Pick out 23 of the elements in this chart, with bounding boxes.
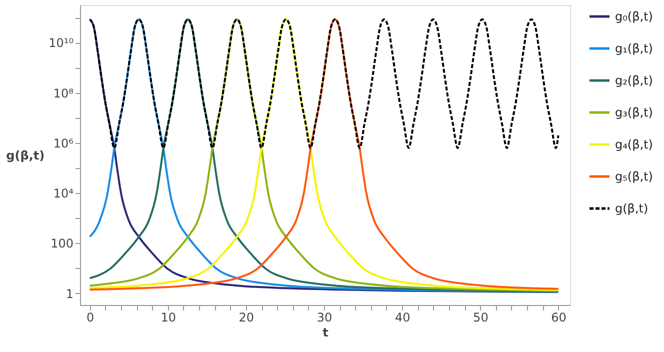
y-tick-label: 10⁸ bbox=[53, 86, 74, 100]
legend-label: g₄(β,t) bbox=[615, 138, 653, 152]
legend-label: g₁(β,t) bbox=[615, 42, 653, 56]
legend-label: g₂(β,t) bbox=[615, 74, 653, 88]
x-tick-label: 60 bbox=[551, 310, 566, 324]
legend-label: g₀(β,t) bbox=[615, 10, 653, 24]
y-axis-title: g(β,t) bbox=[6, 148, 45, 162]
y-tick-label: 10¹⁰ bbox=[48, 36, 74, 50]
y-tick-label: 10⁴ bbox=[53, 186, 74, 201]
x-tick-label: 20 bbox=[238, 310, 254, 324]
legend-label: g₃(β,t) bbox=[615, 106, 653, 120]
x-tick-label: 50 bbox=[473, 310, 488, 324]
y-tick-label: 10⁶ bbox=[53, 136, 74, 150]
y-tick-label: 100 bbox=[50, 236, 74, 251]
line-series bbox=[88, 18, 560, 149]
legend-label: g(β,t) bbox=[615, 202, 648, 216]
x-tick-label: 30 bbox=[316, 310, 332, 324]
x-tick-label: 0 bbox=[86, 310, 94, 324]
x-axis-title: t bbox=[322, 326, 329, 340]
x-tick-label: 10 bbox=[160, 310, 176, 324]
x-tick-label: 40 bbox=[394, 310, 410, 324]
y-tick-label: 1 bbox=[66, 286, 74, 301]
legend-label: g₅(β,t) bbox=[615, 170, 653, 184]
